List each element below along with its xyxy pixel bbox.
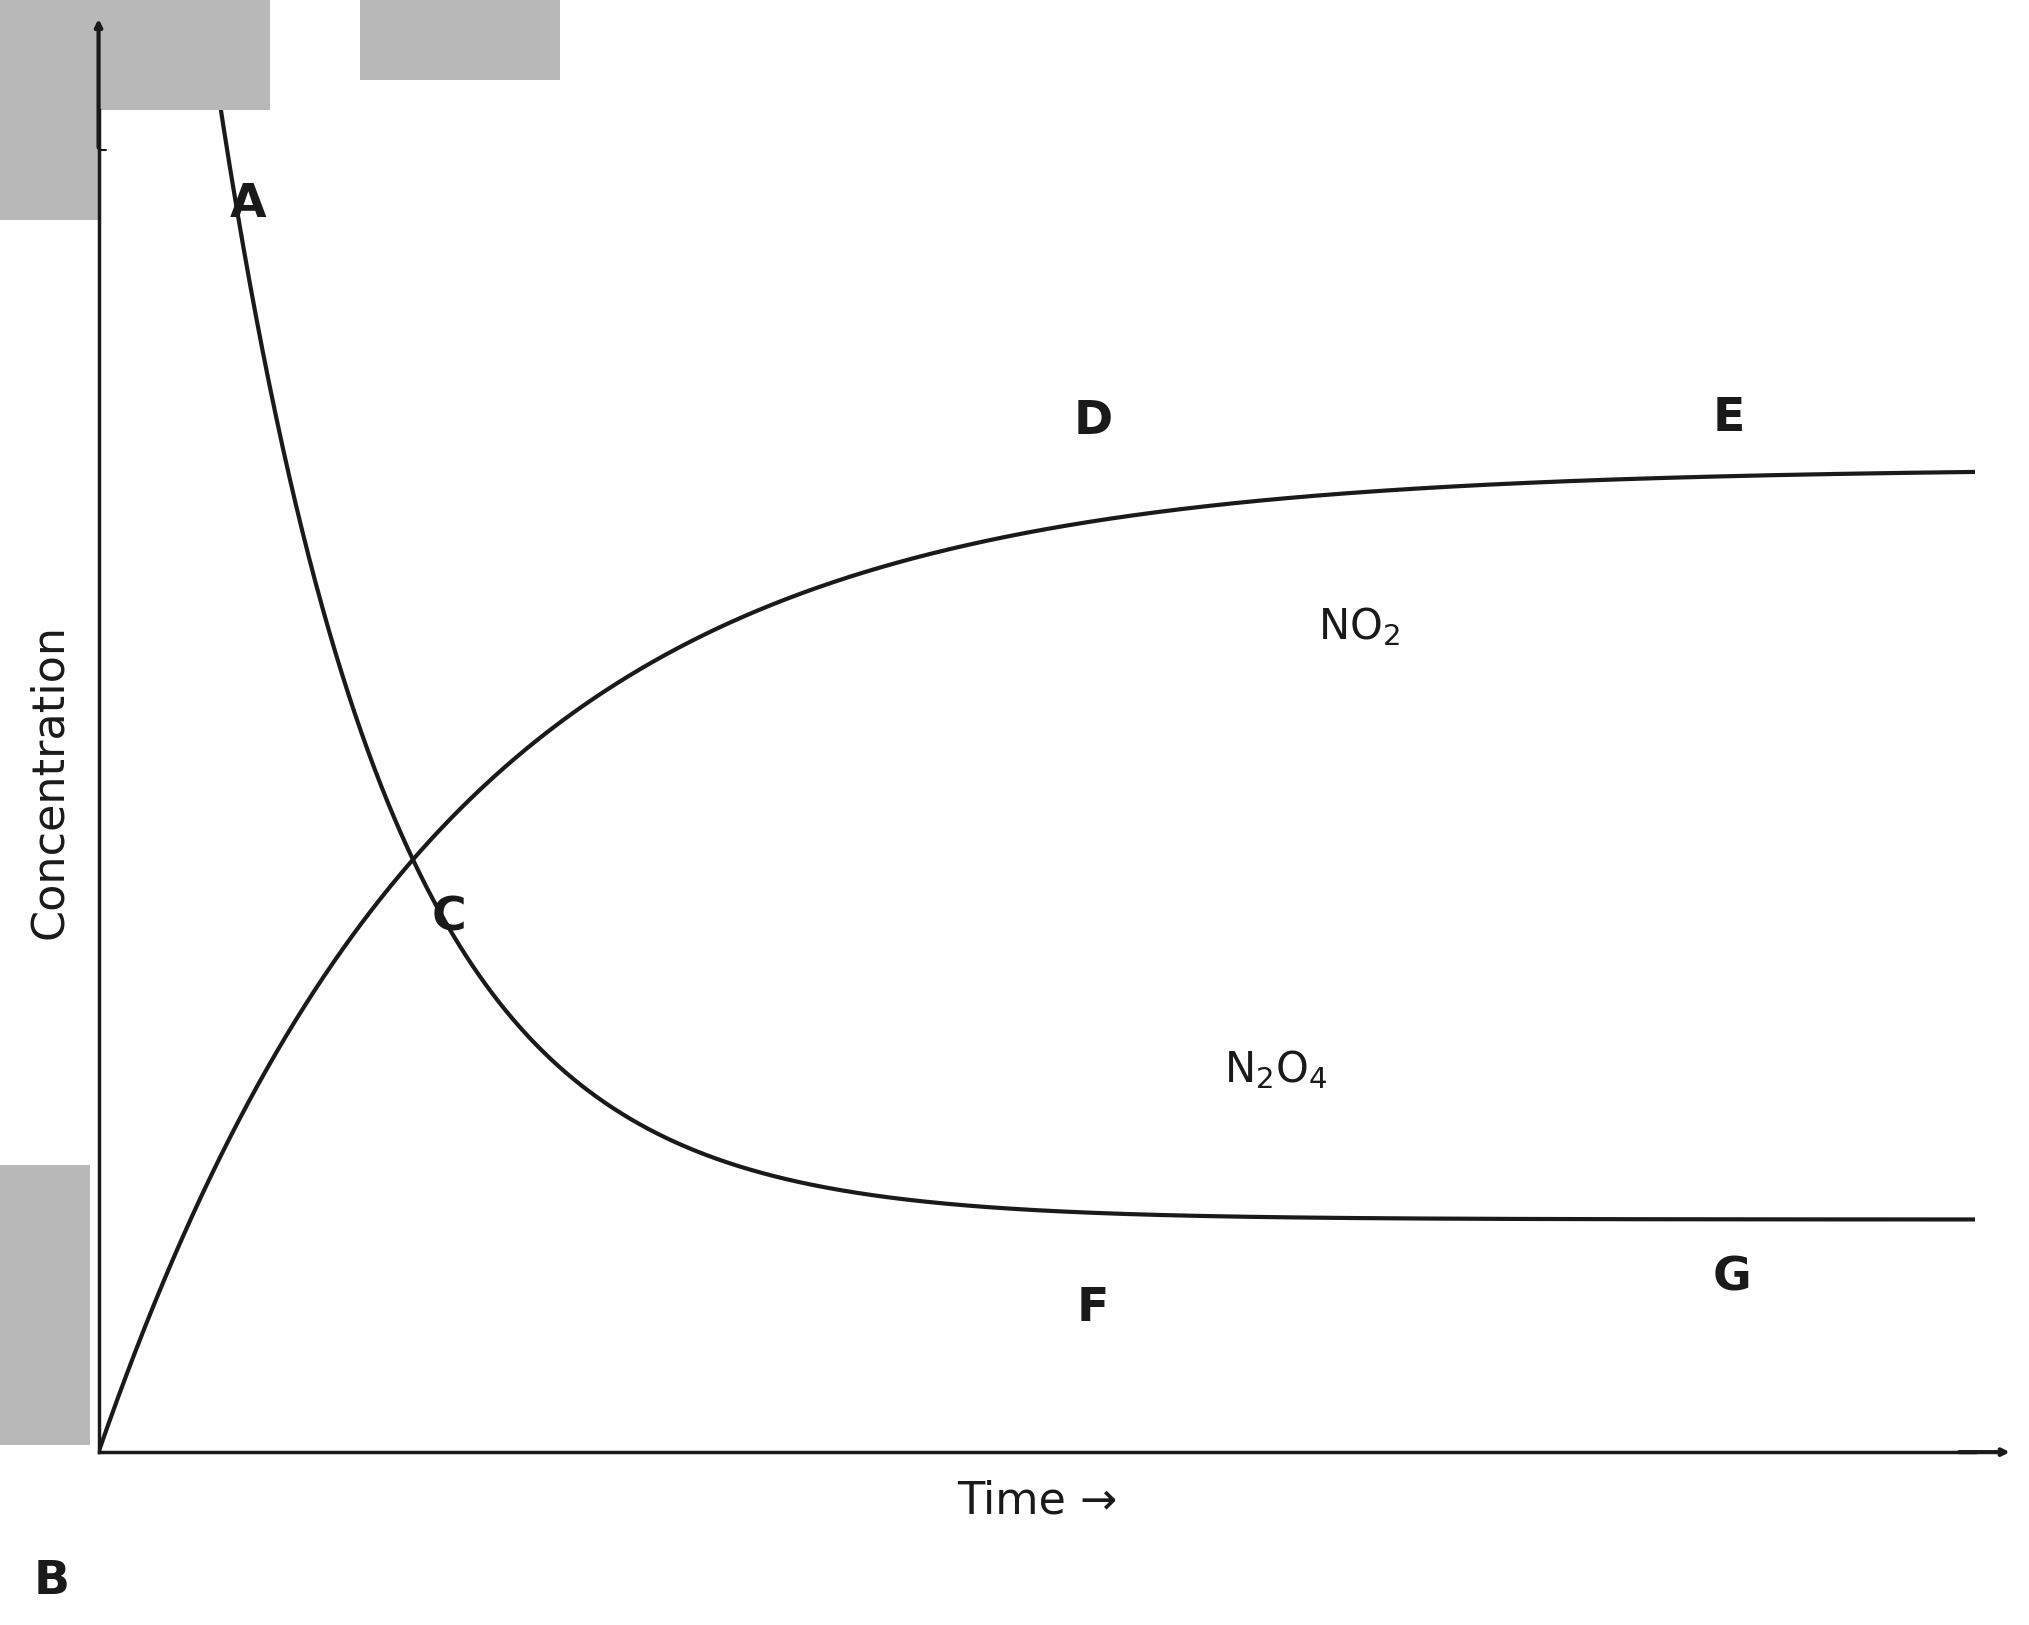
Text: E: E	[1712, 396, 1745, 442]
Text: A: A	[229, 182, 266, 226]
Text: B: B	[34, 1560, 69, 1604]
Text: F: F	[1077, 1285, 1110, 1331]
Y-axis label: Concentration: Concentration	[28, 624, 71, 939]
Text: G: G	[1712, 1254, 1751, 1300]
Text: NO$_2$: NO$_2$	[1319, 604, 1400, 648]
Text: C: C	[432, 895, 467, 941]
Text: D: D	[1073, 400, 1112, 444]
Text: N$_2$O$_4$: N$_2$O$_4$	[1223, 1048, 1327, 1090]
X-axis label: Time →: Time →	[958, 1480, 1118, 1523]
